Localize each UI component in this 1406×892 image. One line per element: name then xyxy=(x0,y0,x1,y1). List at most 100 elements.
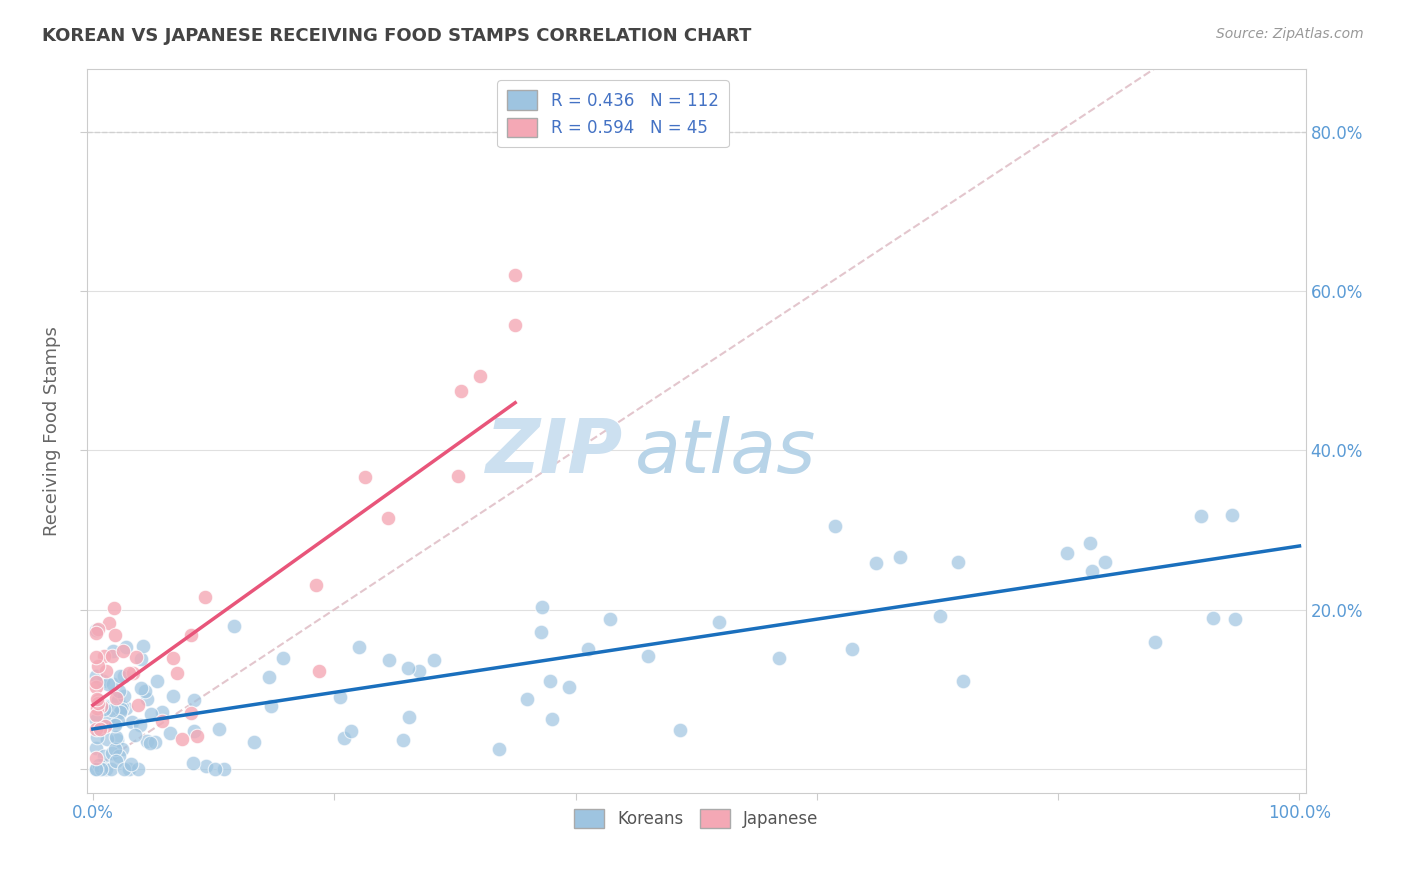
Point xyxy=(107,714,129,729)
Point xyxy=(824,519,846,533)
Point xyxy=(329,690,352,705)
Point xyxy=(183,693,205,707)
Point xyxy=(121,715,143,730)
Point xyxy=(108,669,131,683)
Point xyxy=(538,673,561,688)
Point xyxy=(127,698,149,713)
Point xyxy=(110,706,132,720)
Point xyxy=(93,702,115,716)
Point xyxy=(273,651,295,665)
Point xyxy=(125,649,148,664)
Point xyxy=(599,611,621,625)
Point xyxy=(398,709,420,723)
Point xyxy=(120,756,142,771)
Point xyxy=(105,731,128,745)
Point xyxy=(637,649,659,664)
Point xyxy=(450,384,472,398)
Point xyxy=(194,759,217,773)
Point xyxy=(929,609,952,624)
Point xyxy=(86,751,108,765)
Point xyxy=(946,555,969,569)
Point xyxy=(128,718,150,732)
Point xyxy=(143,735,166,749)
Point xyxy=(86,762,108,776)
Point xyxy=(87,623,110,637)
Point xyxy=(134,683,156,698)
Point xyxy=(224,619,246,633)
Point xyxy=(194,590,217,604)
Point xyxy=(97,615,120,630)
Point xyxy=(305,578,328,592)
Point xyxy=(96,762,118,776)
Point xyxy=(86,741,108,756)
Point xyxy=(503,268,526,283)
Point xyxy=(391,733,413,747)
Point xyxy=(112,669,135,683)
Point xyxy=(86,674,108,689)
Point xyxy=(1202,611,1225,625)
Text: KOREAN VS JAPANESE RECEIVING FOOD STAMPS CORRELATION CHART: KOREAN VS JAPANESE RECEIVING FOOD STAMPS… xyxy=(42,27,752,45)
Point xyxy=(503,318,526,333)
Point xyxy=(135,692,157,706)
Point xyxy=(1189,509,1212,524)
Point xyxy=(516,692,538,706)
Point xyxy=(86,680,108,694)
Point xyxy=(540,712,562,726)
Point xyxy=(86,623,108,637)
Point xyxy=(1220,508,1243,523)
Point xyxy=(86,762,108,776)
Point xyxy=(94,719,117,733)
Y-axis label: Receiving Food Stamps: Receiving Food Stamps xyxy=(44,326,60,535)
Point xyxy=(204,762,226,776)
Point xyxy=(181,756,204,770)
Point xyxy=(104,691,127,706)
Point xyxy=(172,732,194,747)
Point xyxy=(162,689,184,703)
Point xyxy=(377,510,399,524)
Point xyxy=(86,708,108,723)
Point xyxy=(1223,612,1246,626)
Point xyxy=(865,556,887,570)
Point xyxy=(127,762,149,776)
Point xyxy=(93,649,115,664)
Point xyxy=(186,729,208,743)
Point xyxy=(180,628,202,642)
Point xyxy=(558,680,581,694)
Point xyxy=(333,731,356,745)
Point xyxy=(183,723,205,738)
Point xyxy=(101,746,124,760)
Point xyxy=(377,652,399,666)
Point xyxy=(1094,555,1116,569)
Point xyxy=(107,693,129,707)
Point xyxy=(354,469,377,483)
Point xyxy=(260,698,283,713)
Point xyxy=(91,674,114,689)
Point xyxy=(103,601,125,615)
Point xyxy=(104,628,127,642)
Point xyxy=(86,722,108,736)
Point xyxy=(105,733,128,747)
Point xyxy=(131,681,153,696)
Point xyxy=(86,714,108,728)
Point xyxy=(101,644,124,658)
Point xyxy=(86,668,108,682)
Point xyxy=(110,702,132,716)
Point xyxy=(423,653,446,667)
Point xyxy=(87,758,110,772)
Point xyxy=(129,652,152,666)
Point xyxy=(136,734,159,748)
Point xyxy=(86,730,108,744)
Point xyxy=(408,664,430,678)
Point xyxy=(243,735,266,749)
Point xyxy=(89,722,111,736)
Point xyxy=(1081,564,1104,578)
Point xyxy=(87,696,110,710)
Point xyxy=(1056,546,1078,560)
Point xyxy=(87,659,110,673)
Point xyxy=(669,723,692,737)
Point xyxy=(112,690,135,704)
Point xyxy=(889,549,911,564)
Point xyxy=(952,673,974,688)
Point xyxy=(101,648,124,663)
Point xyxy=(118,665,141,680)
